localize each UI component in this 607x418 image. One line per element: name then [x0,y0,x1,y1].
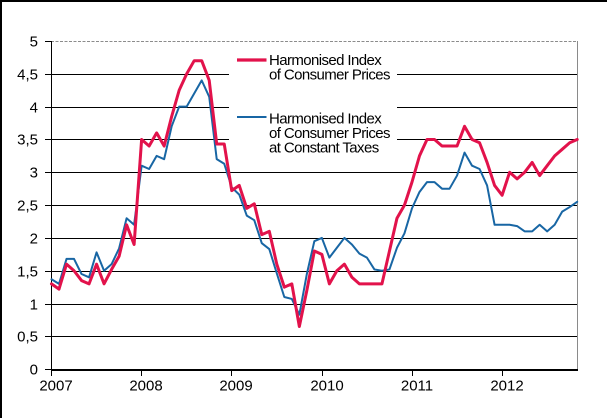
svg-text:2010: 2010 [310,378,343,395]
svg-text:2012: 2012 [490,378,523,395]
svg-text:2007: 2007 [39,378,72,395]
svg-text:2011: 2011 [401,378,433,395]
svg-text:Harmonised Index: Harmonised Index [269,52,382,69]
svg-text:0,5: 0,5 [17,329,38,346]
svg-text:0: 0 [30,362,38,379]
svg-text:3: 3 [30,165,38,182]
svg-text:of Consumer Prices: of Consumer Prices [269,125,390,142]
svg-text:2,5: 2,5 [17,198,38,215]
svg-text:3,5: 3,5 [17,132,38,149]
svg-text:2: 2 [30,231,38,248]
svg-text:1,5: 1,5 [17,264,38,281]
svg-text:at Constant Taxes: at Constant Taxes [269,140,379,157]
svg-text:4,5: 4,5 [17,67,38,84]
svg-text:4: 4 [30,100,38,117]
svg-text:2009: 2009 [219,378,252,395]
svg-text:1: 1 [30,297,38,314]
svg-text:5: 5 [30,34,38,51]
svg-text:Harmonised Index: Harmonised Index [269,111,382,128]
svg-text:of Consumer Prices: of Consumer Prices [269,67,390,84]
svg-text:2008: 2008 [129,378,162,395]
